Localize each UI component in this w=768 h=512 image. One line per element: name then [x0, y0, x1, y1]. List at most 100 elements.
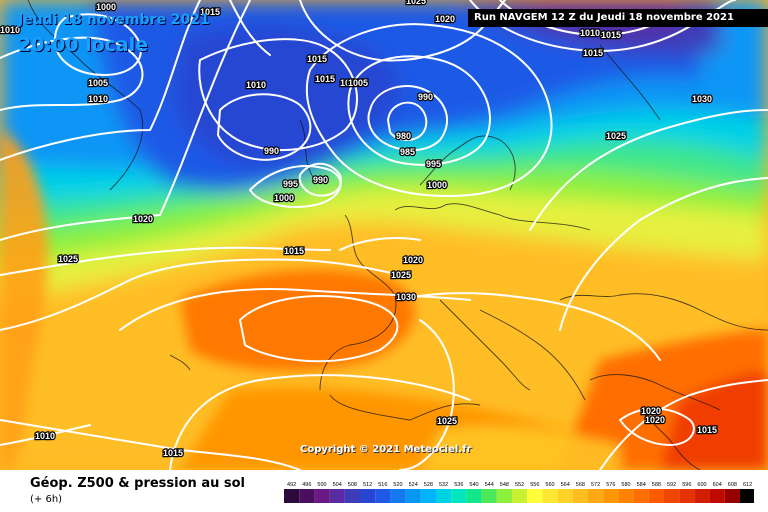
legend-swatch — [648, 489, 664, 503]
isobar-label: 1010 — [0, 25, 20, 35]
legend-value: 500 — [317, 482, 326, 488]
legend-swatch — [542, 489, 558, 503]
isobar-label: 1015 — [697, 425, 717, 435]
legend-swatch — [527, 489, 543, 503]
isobar-label: 1020 — [641, 406, 661, 416]
legend-value: 560 — [545, 482, 554, 488]
forecast-lead: (+ 6h) — [30, 494, 63, 505]
isobar-label: 1015 — [583, 48, 603, 58]
legend-value: 524 — [409, 482, 418, 488]
legend-value: 588 — [652, 482, 661, 488]
isobar-label: 985 — [400, 147, 415, 157]
isobar-label: 1015 — [315, 74, 335, 84]
isobar-label-layer: 1000 1015 1025 1020 1010 1015 1010 1005 … — [0, 0, 718, 459]
legend-swatch — [724, 489, 740, 503]
legend-value: 580 — [621, 482, 630, 488]
map-title: Géop. Z500 & pression au sol — [30, 476, 245, 491]
legend-value: 504 — [333, 482, 342, 488]
isobar-label: 1010 — [88, 94, 108, 104]
isobar-label: 1020 — [403, 255, 423, 265]
legend-label-row: 492 496 500 504 508 512 516 520 524 528 532 536 540 5… — [287, 482, 752, 488]
legend-value: 612 — [743, 482, 752, 488]
legend-value: 596 — [682, 482, 691, 488]
legend-swatch — [496, 489, 512, 503]
legend-swatch — [299, 489, 315, 503]
legend-swatch — [314, 489, 330, 503]
legend-value: 556 — [530, 482, 539, 488]
isobar-label: 990 — [313, 175, 328, 185]
legend-swatch — [618, 489, 634, 503]
legend-value: 604 — [713, 482, 722, 488]
legend-value: 548 — [500, 482, 509, 488]
isobar-label: 1000 — [274, 193, 294, 203]
legend-value: 508 — [348, 482, 357, 488]
isobar-label: 1010 — [340, 78, 360, 88]
legend-value: 540 — [469, 482, 478, 488]
legend-value: 572 — [591, 482, 600, 488]
legend-swatch — [512, 489, 528, 503]
legend-swatch — [694, 489, 710, 503]
isobar-label: 1000 — [96, 2, 116, 12]
legend-value: 584 — [637, 482, 646, 488]
legend-swatch — [481, 489, 497, 503]
isobar-label: 1015 — [307, 54, 327, 64]
pressure-map: 1000 1015 1025 1020 1010 1015 1010 1005 … — [0, 0, 768, 470]
legend-swatch — [588, 489, 604, 503]
isobar-label: 1020 — [435, 14, 455, 24]
legend-value: 536 — [454, 482, 463, 488]
legend-swatch — [436, 489, 452, 503]
legend-swatch — [466, 489, 482, 503]
legend-swatch — [284, 489, 300, 503]
isobar-label: 990 — [264, 146, 279, 156]
legend-swatch — [572, 489, 588, 503]
legend-swatch — [360, 489, 376, 503]
legend-value: 520 — [393, 482, 402, 488]
legend-value: 532 — [439, 482, 448, 488]
isobar-label: 1005 — [88, 78, 108, 88]
isobar-label: 1010 — [246, 80, 266, 90]
legend-swatch — [375, 489, 391, 503]
geopotential-field — [0, 0, 768, 470]
forecast-time: 20:00 locale — [18, 34, 149, 56]
isobar-label: 1015 — [601, 30, 621, 40]
isobar-label: 995 — [426, 159, 441, 169]
legend-value: 564 — [561, 482, 570, 488]
isobar-label: 995 — [283, 179, 298, 189]
legend-value: 492 — [287, 482, 296, 488]
legend-swatch — [329, 489, 345, 503]
legend-value: 512 — [363, 482, 372, 488]
legend-swatch — [679, 489, 695, 503]
isobar-label: 1015 — [163, 448, 183, 458]
isobar-label: 1000 — [427, 180, 447, 190]
legend-swatch — [709, 489, 725, 503]
legend-swatch — [633, 489, 649, 503]
legend-value: 568 — [576, 482, 585, 488]
isobar-label: 1015 — [200, 7, 220, 17]
isobar-label: 1030 — [692, 94, 712, 104]
isobar-label: 1025 — [606, 131, 626, 141]
legend-value: 608 — [728, 482, 737, 488]
isobar-label: 1015 — [284, 246, 304, 256]
legend-value: 576 — [606, 482, 615, 488]
legend-swatch — [557, 489, 573, 503]
legend-swatch — [390, 489, 406, 503]
legend-value: 528 — [424, 482, 433, 488]
isobar-label: 1030 — [396, 292, 416, 302]
legend-swatch — [664, 489, 680, 503]
legend-value: 600 — [697, 482, 706, 488]
legend-swatch — [451, 489, 467, 503]
legend-swatch — [420, 489, 436, 503]
copyright-notice: Copyright © 2021 Meteociel.fr — [300, 444, 472, 455]
isobar-label: 1020 — [645, 415, 665, 425]
legend-swatch — [603, 489, 619, 503]
legend-value: 496 — [302, 482, 311, 488]
legend-swatch — [344, 489, 360, 503]
color-legend: 492 496 500 504 508 512 516 520 524 528 532 536 540 5… — [284, 482, 754, 503]
legend-value: 592 — [667, 482, 676, 488]
legend-swatch — [405, 489, 421, 503]
isobar-label: 1025 — [58, 254, 78, 264]
isobar-label: 1025 — [391, 270, 411, 280]
model-run-banner: Run NAVGEM 12 Z du Jeudi 18 novembre 202… — [468, 9, 768, 27]
isobar-label: 1010 — [35, 431, 55, 441]
